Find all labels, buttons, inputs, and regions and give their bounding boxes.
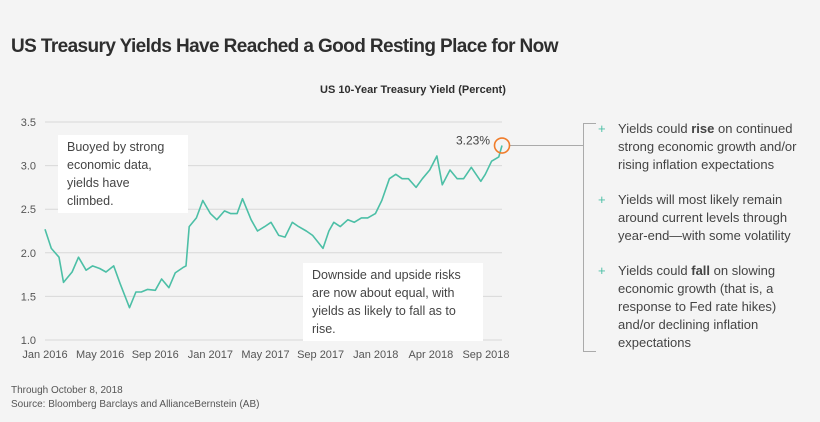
footer-through: Through October 8, 2018: [11, 385, 123, 396]
x-tick-label: Jan 2018: [353, 349, 398, 361]
x-tick-label: Sep 2017: [297, 349, 344, 361]
bracket: [583, 123, 596, 352]
y-tick-label: 2.5: [21, 204, 36, 216]
scenario-remain: + Yields will most likely remain around c…: [598, 192, 791, 243]
y-tick-label: 3.0: [21, 161, 36, 173]
plus-icon: +: [598, 263, 606, 278]
scenario-rise: + Yields could rise on continued strong e…: [598, 121, 797, 172]
y-tick-label: 1.5: [21, 291, 36, 303]
x-tick-label: May 2016: [76, 349, 124, 361]
y-tick-label: 2.0: [21, 248, 36, 260]
plus-icon: +: [598, 121, 606, 136]
x-tick-label: Sep 2018: [462, 349, 509, 361]
scenario-fall: + Yields could fall on slowing economic g…: [598, 263, 777, 350]
page-title: US Treasury Yields Have Reached a Good R…: [11, 36, 558, 57]
x-tick-label: Jan 2017: [188, 349, 233, 361]
x-tick-label: Jan 2016: [22, 349, 67, 361]
y-tick-label: 3.5: [21, 117, 36, 129]
x-tick-label: Sep 2016: [132, 349, 179, 361]
annotation-left: Buoyed by strong economic data, yields h…: [58, 135, 188, 213]
x-tick-label: May 2017: [241, 349, 289, 361]
footer-source: Source: Bloomberg Barclays and AllianceB…: [11, 399, 260, 410]
y-tick-label: 1.0: [21, 335, 36, 347]
highlight-circle: [493, 137, 511, 154]
end-value-label: 3.23%: [456, 134, 490, 148]
annotation-right: Downside and upside risks are now about …: [303, 263, 483, 341]
plus-icon: +: [598, 192, 606, 207]
scenario-panel: + Yields could rise on continued strong e…: [598, 120, 813, 369]
x-tick-label: Apr 2018: [409, 349, 454, 361]
yield-line: [44, 145, 503, 309]
chart-title: US 10-Year Treasury Yield (Percent): [320, 84, 506, 96]
